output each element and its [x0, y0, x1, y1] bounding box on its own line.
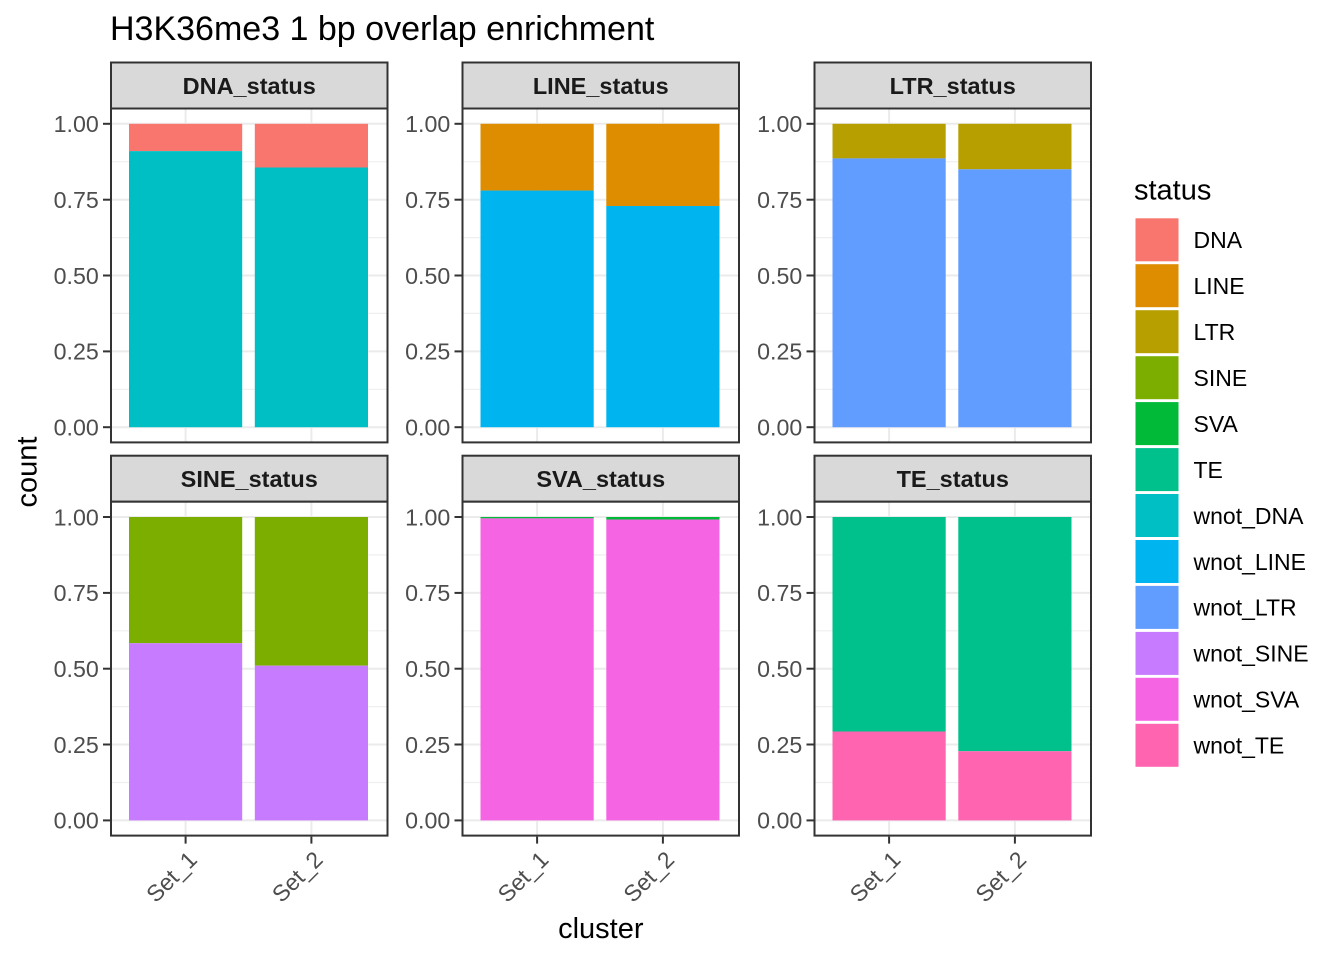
svg-text:SINE: SINE — [1194, 365, 1248, 391]
svg-text:SVA_status: SVA_status — [536, 466, 665, 492]
svg-text:0.50: 0.50 — [405, 656, 450, 682]
svg-text:0.25: 0.25 — [757, 732, 802, 758]
svg-text:0.50: 0.50 — [757, 656, 802, 682]
svg-text:wnot_LINE: wnot_LINE — [1193, 549, 1307, 575]
svg-text:1.00: 1.00 — [757, 111, 802, 137]
svg-text:0.00: 0.00 — [54, 415, 99, 441]
svg-text:0.75: 0.75 — [54, 580, 99, 606]
svg-text:0.75: 0.75 — [54, 187, 99, 213]
svg-text:count: count — [12, 437, 44, 508]
svg-text:cluster: cluster — [558, 913, 644, 945]
svg-text:1.00: 1.00 — [54, 111, 99, 137]
svg-text:0.25: 0.25 — [757, 339, 802, 365]
svg-text:LINE: LINE — [1194, 273, 1245, 299]
svg-text:0.50: 0.50 — [54, 656, 99, 682]
svg-text:0.25: 0.25 — [405, 339, 450, 365]
svg-text:0.75: 0.75 — [757, 187, 802, 213]
svg-text:0.50: 0.50 — [405, 263, 450, 289]
svg-text:DNA: DNA — [1194, 227, 1243, 253]
svg-text:TE_status: TE_status — [897, 466, 1009, 492]
svg-text:LTR_status: LTR_status — [890, 73, 1016, 99]
svg-text:0.00: 0.00 — [405, 415, 450, 441]
svg-text:wnot_SVA: wnot_SVA — [1193, 687, 1300, 713]
svg-text:SINE_status: SINE_status — [181, 466, 318, 492]
svg-text:wnot_TE: wnot_TE — [1193, 733, 1285, 759]
svg-text:1.00: 1.00 — [405, 111, 450, 137]
svg-text:0.50: 0.50 — [54, 263, 99, 289]
svg-text:LTR: LTR — [1194, 319, 1236, 345]
svg-text:1.00: 1.00 — [54, 504, 99, 530]
svg-text:0.75: 0.75 — [757, 580, 802, 606]
svg-text:0.25: 0.25 — [54, 339, 99, 365]
svg-text:0.25: 0.25 — [405, 732, 450, 758]
svg-text:wnot_LTR: wnot_LTR — [1193, 595, 1297, 621]
svg-text:status: status — [1134, 175, 1211, 207]
svg-text:0.00: 0.00 — [757, 415, 802, 441]
svg-text:SVA: SVA — [1194, 411, 1239, 437]
svg-text:DNA_status: DNA_status — [183, 73, 316, 99]
svg-text:TE: TE — [1194, 457, 1223, 483]
svg-text:0.50: 0.50 — [757, 263, 802, 289]
svg-text:0.75: 0.75 — [405, 187, 450, 213]
svg-text:wnot_DNA: wnot_DNA — [1193, 503, 1305, 529]
svg-text:0.25: 0.25 — [54, 732, 99, 758]
svg-text:1.00: 1.00 — [757, 504, 802, 530]
svg-text:0.00: 0.00 — [757, 808, 802, 834]
svg-text:0.75: 0.75 — [405, 580, 450, 606]
svg-text:LINE_status: LINE_status — [533, 73, 669, 99]
svg-text:H3K36me3 1 bp overlap enrichme: H3K36me3 1 bp overlap enrichment — [110, 10, 655, 48]
svg-text:0.00: 0.00 — [405, 808, 450, 834]
svg-text:1.00: 1.00 — [405, 504, 450, 530]
svg-text:0.00: 0.00 — [54, 808, 99, 834]
svg-text:wnot_SINE: wnot_SINE — [1193, 641, 1309, 667]
